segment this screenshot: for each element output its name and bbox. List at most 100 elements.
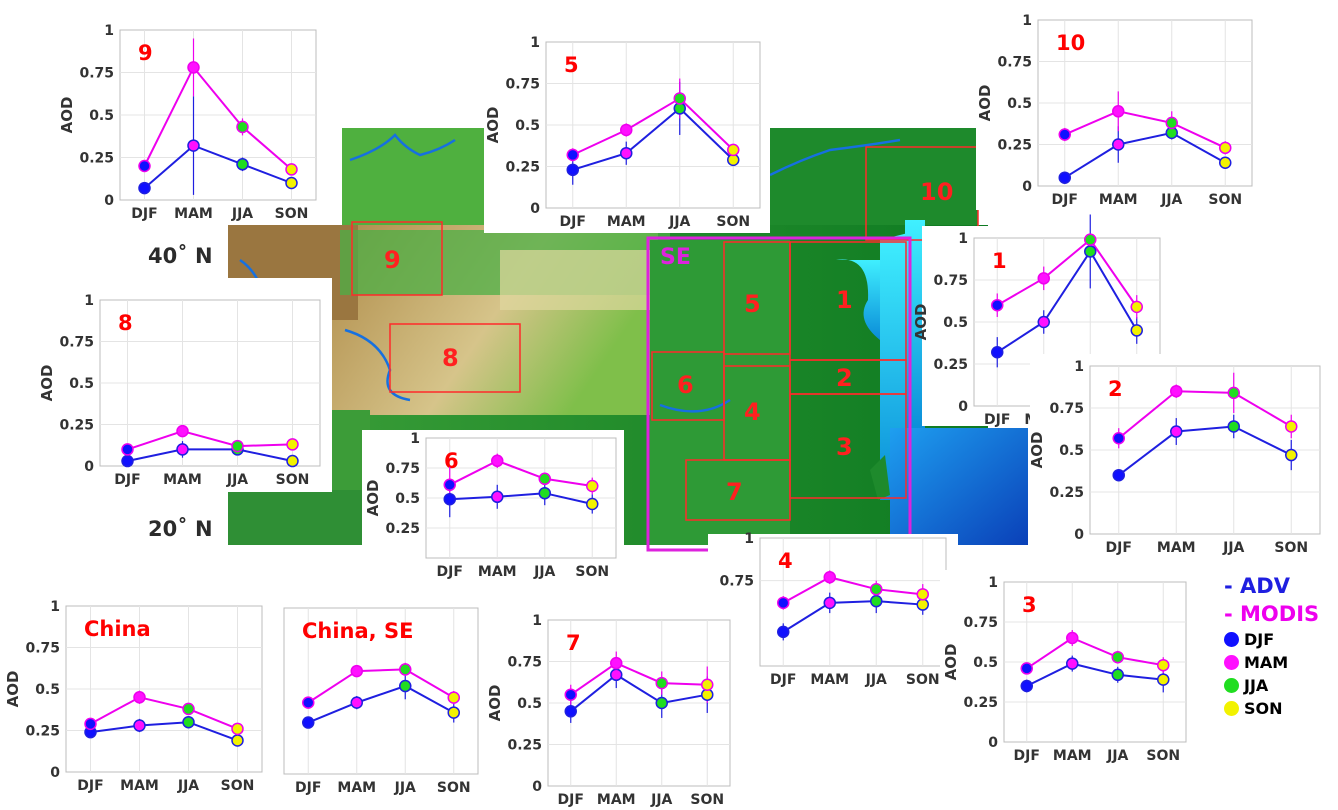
data-point <box>231 734 244 747</box>
region-box-6 <box>651 351 725 421</box>
data-point <box>302 696 315 709</box>
region-label-9: 9 <box>384 246 401 274</box>
legend-adv: - ADV <box>1224 574 1290 598</box>
chart-title: 5 <box>564 53 579 77</box>
x-tick-label: MAM <box>478 564 517 580</box>
data-point <box>1112 138 1125 151</box>
x-tick-label: SON <box>437 780 471 796</box>
y-tick-label: 1 <box>744 531 754 547</box>
x-tick-label: DJF <box>984 412 1010 428</box>
x-tick-label: DJF <box>77 778 103 794</box>
y-tick-label: 0.25 <box>1049 485 1084 501</box>
x-tick-label: SON <box>1274 540 1308 556</box>
data-point <box>1020 679 1033 693</box>
y-tick-label: 0.25 <box>507 738 542 754</box>
chart-svg: 0 0.25 0.5 0.75 1 DJF MAM JJA SON AOD 9 <box>58 23 317 222</box>
legend-djf-dot <box>1224 632 1239 647</box>
data-point <box>1157 673 1170 686</box>
data-point <box>1058 128 1071 141</box>
y-tick-label: 0.75 <box>719 574 754 590</box>
data-point <box>236 120 249 134</box>
chart-region-10: 0 0.25 0.5 0.75 1 DJF MAM JJA SON AOD 10 <box>976 8 1262 210</box>
x-tick-label: DJF <box>295 780 321 796</box>
data-point <box>655 676 668 690</box>
series-line-adv <box>90 721 238 742</box>
data-point <box>138 159 151 173</box>
y-tick-label: 0.25 <box>59 418 94 434</box>
y-axis-label: AOD <box>4 671 22 708</box>
x-tick-label: JJA <box>226 472 248 488</box>
series-line-modis <box>996 238 1138 308</box>
data-point <box>673 92 686 105</box>
y-tick-label: 0.75 <box>507 655 542 671</box>
chart-title: China, SE <box>302 619 413 643</box>
x-tick-label: DJF <box>437 564 463 580</box>
x-tick-label: MAM <box>174 206 213 222</box>
chart-svg: DJF MAM JJA SON China, SE <box>283 607 479 796</box>
series-line-adv <box>570 673 708 713</box>
series-line-adv <box>143 144 292 189</box>
region-label-4: 4 <box>744 398 761 426</box>
data-point <box>447 706 460 719</box>
x-tick-label: MAM <box>810 672 849 688</box>
y-tick-label: 0 <box>1022 179 1032 195</box>
data-point <box>84 717 97 731</box>
data-point <box>187 61 200 74</box>
data-point <box>443 492 456 506</box>
x-tick-label: JJA <box>865 672 887 688</box>
y-axis-label: AOD <box>486 685 504 722</box>
region-label-3: 3 <box>836 433 853 461</box>
chart-region-2: 0 0.25 0.5 0.75 1 DJF MAM JJA SON AOD 2 <box>1028 354 1330 568</box>
chart-title: 7 <box>566 631 581 655</box>
data-point <box>1058 171 1071 184</box>
chart-title: 2 <box>1108 377 1123 401</box>
x-tick-label: MAM <box>597 792 636 808</box>
series-line-modis <box>143 65 293 171</box>
y-tick-label: 0 <box>988 735 998 751</box>
data-point <box>182 715 195 729</box>
region-label-2: 2 <box>836 364 853 392</box>
chart-svg: 0 0.25 0.5 0.75 1 DJF MAM JJA SON AOD 2 <box>1028 359 1321 556</box>
y-tick-label: 0.5 <box>517 696 542 712</box>
y-tick-label: 0.25 <box>79 151 114 167</box>
y-tick-label: 0 <box>84 459 94 475</box>
chart-svg: 0 0.25 0.5 0.75 1 DJF MAM JJA SON AOD 7 <box>486 613 731 808</box>
x-tick-label: JJA <box>650 792 672 808</box>
x-tick-label: DJF <box>1106 540 1132 556</box>
y-tick-label: 0.5 <box>973 655 998 671</box>
data-point <box>916 598 929 611</box>
data-point <box>870 582 883 596</box>
latitude-40n-label: 40˚ N <box>148 244 213 268</box>
data-point <box>566 163 579 177</box>
data-point <box>991 298 1004 312</box>
y-tick-label: 0.25 <box>963 695 998 711</box>
data-point <box>350 664 363 678</box>
x-tick-label: JJA <box>533 564 555 580</box>
data-point <box>231 722 244 736</box>
data-point <box>1227 386 1240 400</box>
chart-region-8: 0 0.25 0.5 0.75 1 DJF MAM JJA SON AOD 8 <box>0 278 332 492</box>
y-tick-label: 1 <box>50 599 60 615</box>
chart-region-4: 0.75 1 DJF MAM JJA SON 4 <box>708 531 958 734</box>
data-point <box>823 596 836 610</box>
data-point <box>399 679 412 693</box>
y-axis-label: AOD <box>912 304 930 341</box>
chart-svg: 0 0.25 0.5 0.75 1 DJF MAM JJA SON AOD 3 <box>942 575 1187 764</box>
data-point <box>1165 116 1178 130</box>
x-tick-label: JJA <box>177 778 199 794</box>
data-point <box>916 588 929 601</box>
chart-svg: 0 0.25 0.5 0.75 1 DJF MAM JJA SON AOD 8 <box>38 293 321 488</box>
legend-mam: MAM <box>1224 651 1336 674</box>
data-point <box>133 719 146 732</box>
data-point <box>231 439 244 453</box>
x-tick-label: MAM <box>607 214 646 230</box>
data-point <box>133 691 146 704</box>
legend-son-dot <box>1224 701 1239 716</box>
series-line-modis <box>307 668 455 704</box>
y-tick-label: 0 <box>104 193 114 209</box>
y-tick-label: 0.25 <box>997 138 1032 154</box>
data-point <box>1066 631 1079 645</box>
chart-title: 4 <box>778 549 793 573</box>
y-tick-label: 0.5 <box>1059 443 1084 459</box>
data-point <box>538 472 551 486</box>
